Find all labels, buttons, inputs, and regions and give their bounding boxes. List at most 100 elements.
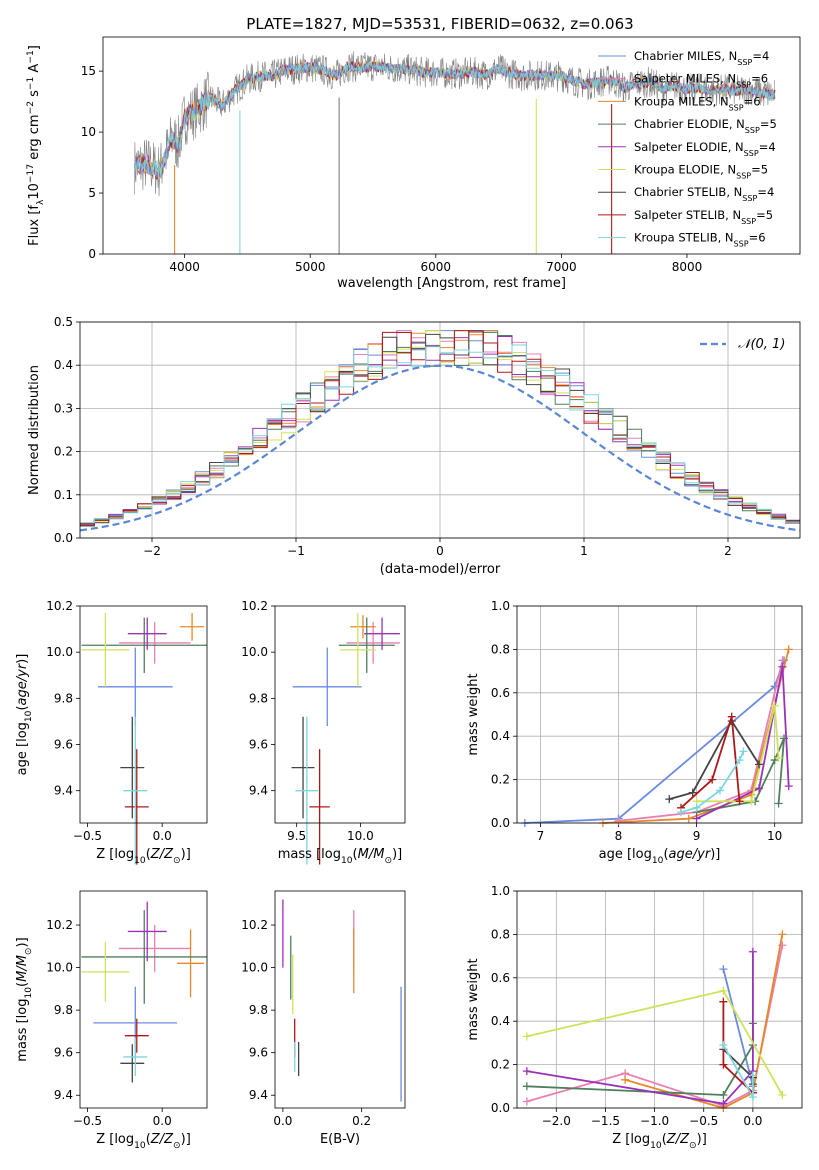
weight-point-marker (778, 662, 787, 671)
weight-point-marker (774, 799, 783, 808)
y-tick-label: 0.2 (491, 1058, 510, 1072)
axes-frame (102, 36, 801, 255)
y-tick-label: 9.4 (54, 784, 73, 798)
y-axis-label: mass weight (466, 958, 481, 1040)
weight-point-marker (727, 712, 736, 721)
axes-frame (274, 605, 406, 824)
weight-point-marker (719, 1060, 728, 1069)
x-tick-label: −0.5 (73, 829, 102, 843)
weight-point-marker (719, 965, 728, 974)
y-tick-label: 1.0 (491, 599, 510, 613)
y-tick-label: 0.1 (54, 488, 73, 502)
y-tick-label: 10.2 (241, 918, 268, 932)
x-tick-label: 7000 (546, 260, 577, 274)
y-tick-label: 9.6 (54, 1046, 73, 1060)
x-axis-label: age [log10(age/yr)] (599, 847, 721, 866)
legend-label: Salpeter MILES, NSSP=6 (634, 72, 768, 90)
mass-vs-metallicity-panel: −0.5 0.0 9.4 9.6 9.8 10.0 10.2 Z [log10(Z/Z⊙)] m… (15, 890, 208, 1151)
weight-point-marker (719, 1090, 728, 1099)
weight-point-marker (770, 701, 779, 710)
y-tick-label: 0.8 (491, 927, 510, 941)
weight-vs-metallicity-panel: −2.0 −1.5 −1.0 −0.5 0.0 0.0 0.2 0.4 0.6 0.8 1.0 mas… (466, 884, 803, 1151)
weight-point-marker (748, 1093, 757, 1102)
y-tick-label: 10.0 (46, 645, 73, 659)
weight-point-marker (716, 786, 725, 795)
weight-point-marker (522, 1032, 531, 1041)
legend-label: Chabrier STELIB, NSSP=4 (634, 185, 774, 203)
age-vs-metallicity-panel: −0.5 0.0 9.4 9.6 9.8 10.0 10.2 Z [log10(Z/Z⊙)] a… (15, 599, 208, 866)
weight-point-marker (719, 986, 728, 995)
x-axis-label: Z [log10(Z/Z⊙)] (96, 1132, 191, 1151)
x-tick-label: −0.5 (73, 1114, 102, 1128)
y-tick-label: 9.8 (54, 691, 73, 705)
weight-series-line (624, 934, 784, 1109)
weight-point-marker (719, 1041, 728, 1050)
y-tick-label: 10.0 (241, 961, 268, 975)
y-tick-label: 9.4 (249, 784, 268, 798)
x-tick-label: 7 (537, 829, 545, 843)
x-tick-label: 0 (436, 544, 444, 558)
x-tick-label: 8000 (672, 260, 703, 274)
axes-frame (274, 890, 406, 1109)
weight-point-marker (688, 788, 697, 797)
y-tick-label: 9.6 (249, 738, 268, 752)
y-tick-label: 10.2 (46, 599, 73, 613)
mass-vs-extinction-panel: 0.0 0.2 9.4 9.6 9.8 10.0 10.2 E(B-V) (241, 890, 406, 1147)
legend-label: Salpeter STELIB, NSSP=5 (634, 208, 773, 226)
weight-point-marker (748, 1071, 757, 1080)
spectrum-model-line (134, 51, 776, 197)
x-tick-label: −1.0 (640, 1114, 669, 1128)
x-tick-label: 10.0 (347, 829, 374, 843)
y-tick-label: 10.0 (46, 961, 73, 975)
weight-point-marker (778, 1090, 787, 1099)
y-tick-label: 0.0 (491, 1101, 510, 1115)
y-tick-label: 10.0 (241, 645, 268, 659)
weight-point-marker (708, 775, 717, 784)
x-axis-label: (data-model)/error (380, 562, 501, 577)
weight-series-line (696, 705, 780, 803)
x-axis-label: Z [log10(Z/Z⊙)] (96, 847, 191, 866)
legend-label: Chabrier ELODIE, NSSP=5 (634, 117, 777, 135)
y-tick-label: 9.6 (249, 1046, 268, 1060)
legend-label: 𝒩(0, 1) (738, 337, 785, 352)
weight-point-marker (621, 1075, 630, 1084)
y-tick-label: 0.5 (54, 315, 73, 329)
weight-point-marker (748, 947, 757, 956)
weight-point-marker (755, 784, 764, 793)
weight-point-marker (770, 682, 779, 691)
x-tick-label: 0.0 (153, 829, 172, 843)
axes-frame (516, 890, 803, 1109)
x-tick-label: 6000 (421, 260, 452, 274)
residuals-panel: −2 −1 0 1 2 0.0 0.1 0.2 0.3 0.4 0.5 (data-model)/er… (27, 315, 801, 577)
weight-point-marker (735, 797, 744, 806)
weight-series-line (669, 719, 760, 800)
legend-label: Chabrier MILES, NSSP=4 (634, 49, 769, 67)
x-axis-label: wavelength [Angstrom, rest frame] (337, 276, 566, 291)
y-tick-label: 0.6 (491, 971, 510, 985)
weight-series-line (526, 951, 754, 1105)
x-tick-label: 0.0 (743, 1114, 762, 1128)
y-tick-label: 10.2 (46, 918, 73, 932)
spectrum-panel: 4000 5000 6000 7000 8000 0 5 10 15 wavelength [An… (26, 36, 801, 291)
axes-frame (79, 605, 208, 824)
x-tick-label: 0.2 (352, 1114, 371, 1128)
y-tick-label: 9.8 (54, 1003, 73, 1017)
weight-point-marker (692, 814, 701, 823)
x-tick-label: 9.5 (287, 829, 306, 843)
y-axis-label: Flux [fλ10−17 erg cm−2 s−1 A−1] (26, 45, 46, 246)
legend-label: Kroupa ELODIE, NSSP=5 (634, 163, 768, 181)
y-tick-label: 9.4 (54, 1088, 73, 1102)
y-axis-label: mass weight (466, 673, 481, 755)
legend-label: Kroupa STELIB, NSSP=6 (634, 231, 766, 249)
weight-vs-age-panel: 7 8 9 10 0.0 0.2 0.4 0.6 0.8 1.0 mass weight age [l… (466, 599, 803, 866)
weight-point-marker (522, 1067, 531, 1076)
weight-point-marker (778, 930, 787, 939)
x-tick-label: −0.5 (689, 1114, 718, 1128)
weight-point-marker (747, 797, 756, 806)
x-axis-label: Z [log10(Z/Z⊙)] (612, 1132, 707, 1151)
y-tick-label: 0.4 (491, 729, 510, 743)
y-tick-label: 10.2 (241, 599, 268, 613)
y-tick-label: 0.0 (54, 531, 73, 545)
weight-point-marker (676, 808, 685, 817)
